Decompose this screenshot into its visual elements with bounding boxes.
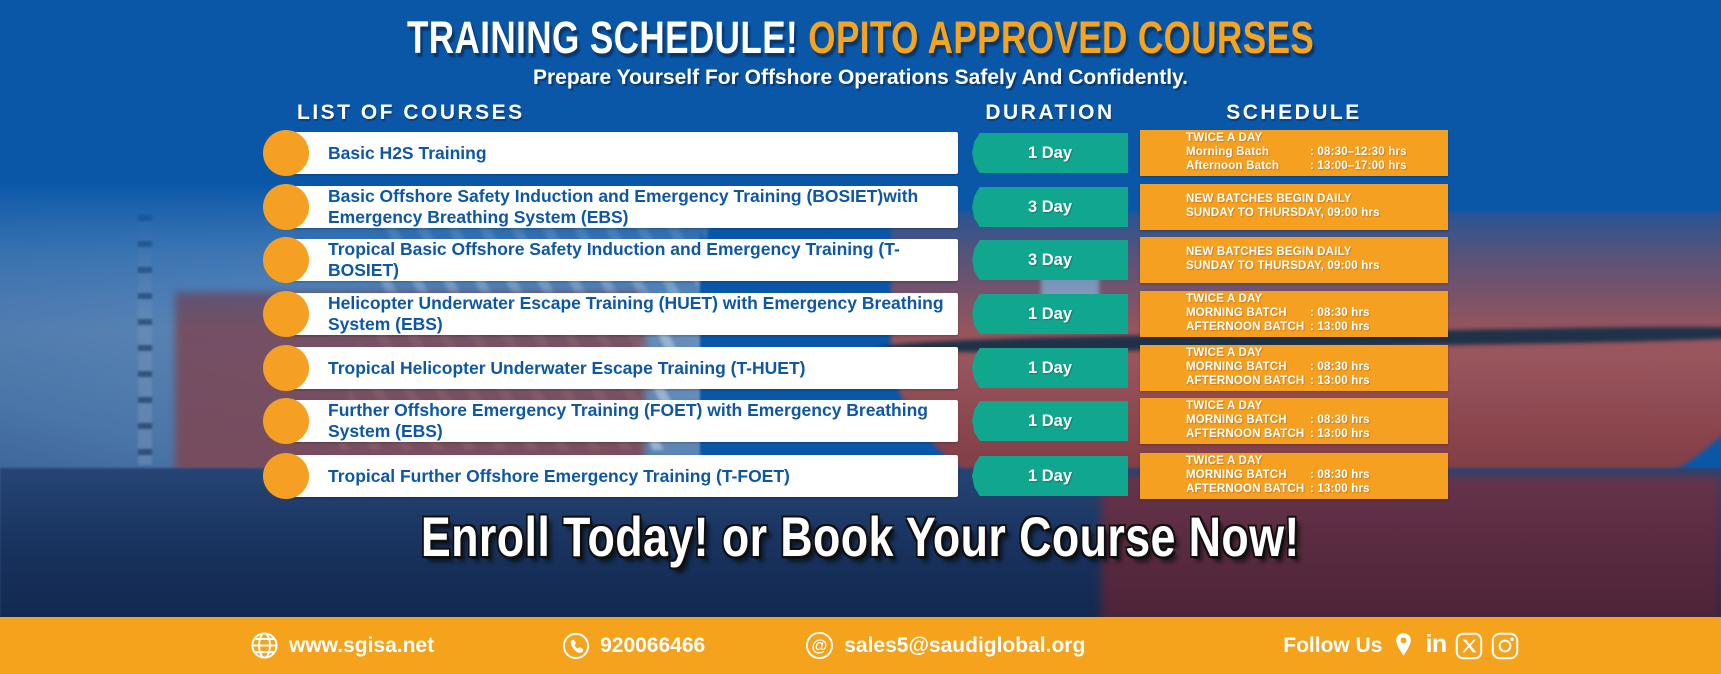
duration-value: 3 Day — [1027, 250, 1073, 269]
duration-cell: 1 Day — [972, 401, 1128, 441]
bullet-circle-icon — [263, 398, 309, 444]
linkedin-icon[interactable]: in — [1425, 629, 1447, 658]
table-row: Further Offshore Emergency Training (FOE… — [0, 398, 1721, 444]
bullet-circle-icon — [263, 184, 309, 230]
email-text: sales5@saudiglobal.org — [844, 633, 1086, 657]
table-row: Tropical Helicopter Underwater Escape Tr… — [0, 345, 1721, 391]
schedule-line: Morning Batch: 08:30–12:30 hrs — [1186, 146, 1407, 159]
phone-icon — [562, 632, 590, 660]
course-name-cell: Further Offshore Emergency Training (FOE… — [282, 400, 958, 442]
bullet-circle-icon — [263, 453, 309, 499]
schedule-line: AFTERNOON BATCH: 13:00 hrs — [1186, 374, 1370, 387]
duration-cell: 3 Day — [972, 240, 1128, 280]
course-name: Tropical Further Offshore Emergency Trai… — [328, 465, 790, 486]
schedule-cell: TWICE A DAY MORNING BATCH: 08:30 hrs AFT… — [1140, 345, 1448, 391]
cta-banner: Enroll Today! or Book Your Course Now! — [0, 504, 1721, 569]
course-name-cell: Tropical Helicopter Underwater Escape Tr… — [282, 347, 958, 389]
globe-icon — [250, 631, 279, 660]
schedule-line: TWICE A DAY — [1186, 132, 1263, 145]
table-row: Tropical Further Offshore Emergency Trai… — [0, 453, 1721, 499]
course-name: Basic Offshore Safety Induction and Emer… — [328, 186, 919, 227]
schedule-line: NEW BATCHES BEGIN DAILY — [1186, 193, 1352, 206]
location-pin-icon[interactable] — [1390, 631, 1417, 661]
bullet-circle-icon — [263, 237, 309, 283]
schedule-line: TWICE A DAY — [1186, 400, 1263, 413]
footer-bar: www.sgisa.net 920066466 @ sales5@saudigl… — [0, 617, 1721, 674]
schedule-cell: TWICE A DAY MORNING BATCH: 08:30 hrs AFT… — [1140, 398, 1448, 444]
email-link[interactable]: @ sales5@saudiglobal.org — [805, 631, 1085, 660]
course-name: Helicopter Underwater Escape Training (H… — [328, 293, 944, 334]
table-row: Basic H2S Training 1 Day TWICE A DAY Mor… — [0, 130, 1721, 176]
schedule-line: Afternoon Batch: 13:00–17:00 hrs — [1186, 159, 1407, 172]
course-name: Tropical Helicopter Underwater Escape Tr… — [328, 357, 806, 378]
duration-cell: 3 Day — [972, 187, 1128, 227]
column-header-duration: DURATION — [985, 101, 1115, 124]
schedule-line: SUNDAY TO THURSDAY, 09:00 hrs — [1186, 207, 1380, 219]
at-email-icon: @ — [805, 631, 834, 660]
schedule-line: AFTERNOON BATCH: 13:00 hrs — [1186, 482, 1370, 495]
duration-value: 1 Day — [1027, 411, 1073, 430]
svg-text:@: @ — [812, 637, 828, 655]
header: TRAINING SCHEDULE! OPITO APPROVED COURSE… — [0, 12, 1721, 90]
phone-link[interactable]: 920066466 — [562, 632, 705, 660]
course-name-cell: Basic H2S Training — [282, 132, 958, 174]
instagram-icon[interactable] — [1491, 632, 1519, 660]
title-white-part: TRAINING SCHEDULE! — [406, 12, 799, 63]
page-title: TRAINING SCHEDULE! OPITO APPROVED COURSE… — [407, 12, 1314, 64]
course-name: Tropical Basic Offshore Safety Induction… — [328, 239, 900, 280]
subtitle: Prepare Yourself For Offshore Operations… — [532, 66, 1188, 89]
duration-cell: 1 Day — [972, 133, 1128, 173]
course-name-cell: Helicopter Underwater Escape Training (H… — [282, 293, 958, 335]
schedule-line: TWICE A DAY — [1186, 455, 1263, 468]
duration-value: 1 Day — [1027, 358, 1073, 377]
schedule-cell: TWICE A DAY MORNING BATCH: 08:30 hrs AFT… — [1140, 291, 1448, 337]
social-links: Follow Us in — [1283, 629, 1519, 661]
column-header-courses: LIST OF COURSES — [297, 101, 525, 124]
schedule-line: MORNING BATCH: 08:30 hrs — [1186, 361, 1370, 374]
schedule-line: SUNDAY TO THURSDAY, 09:00 hrs — [1186, 260, 1380, 272]
website-link[interactable]: www.sgisa.net — [250, 631, 434, 660]
bullet-circle-icon — [263, 345, 309, 391]
schedule-line: AFTERNOON BATCH: 13:00 hrs — [1186, 427, 1370, 440]
bullet-circle-icon — [263, 291, 309, 337]
column-header-schedule: SCHEDULE — [1226, 101, 1362, 124]
schedule-line: MORNING BATCH: 08:30 hrs — [1186, 469, 1370, 482]
schedule-line: NEW BATCHES BEGIN DAILY — [1186, 246, 1352, 259]
schedule-cell: NEW BATCHES BEGIN DAILY SUNDAY TO THURSD… — [1140, 237, 1448, 283]
schedule-line: AFTERNOON BATCH: 13:00 hrs — [1186, 320, 1370, 333]
course-name-cell: Tropical Further Offshore Emergency Trai… — [282, 455, 958, 497]
schedule-line: TWICE A DAY — [1186, 347, 1263, 360]
schedule-line: MORNING BATCH: 08:30 hrs — [1186, 414, 1370, 427]
duration-cell: 1 Day — [972, 456, 1128, 496]
title-orange-part: OPITO APPROVED COURSES — [798, 12, 1315, 63]
schedule-cell: TWICE A DAY Morning Batch: 08:30–12:30 h… — [1140, 130, 1448, 176]
x-twitter-icon[interactable] — [1455, 632, 1483, 660]
cta-text: Enroll Today! or Book Your Course Now! — [421, 505, 1300, 568]
course-name: Further Offshore Emergency Training (FOE… — [328, 400, 928, 441]
course-name-cell: Basic Offshore Safety Induction and Emer… — [282, 186, 958, 228]
website-text: www.sgisa.net — [289, 633, 435, 657]
duration-cell: 1 Day — [972, 294, 1128, 334]
course-name-cell: Tropical Basic Offshore Safety Induction… — [282, 239, 958, 281]
duration-value: 1 Day — [1027, 143, 1073, 162]
schedule-line: MORNING BATCH: 08:30 hrs — [1186, 307, 1370, 320]
follow-us-label: Follow Us — [1283, 633, 1383, 657]
duration-value: 1 Day — [1027, 466, 1073, 485]
schedule-cell: TWICE A DAY MORNING BATCH: 08:30 hrs AFT… — [1140, 453, 1448, 499]
table-row: Tropical Basic Offshore Safety Induction… — [0, 237, 1721, 283]
course-name: Basic H2S Training — [328, 142, 487, 163]
bullet-circle-icon — [263, 130, 309, 176]
phone-text: 920066466 — [600, 633, 706, 657]
table-row: Helicopter Underwater Escape Training (H… — [0, 291, 1721, 337]
schedule-line: TWICE A DAY — [1186, 293, 1263, 306]
duration-value: 1 Day — [1027, 304, 1073, 323]
duration-value: 3 Day — [1027, 197, 1073, 216]
duration-cell: 1 Day — [972, 348, 1128, 388]
table-row: Basic Offshore Safety Induction and Emer… — [0, 184, 1721, 230]
schedule-cell: NEW BATCHES BEGIN DAILY SUNDAY TO THURSD… — [1140, 184, 1448, 230]
